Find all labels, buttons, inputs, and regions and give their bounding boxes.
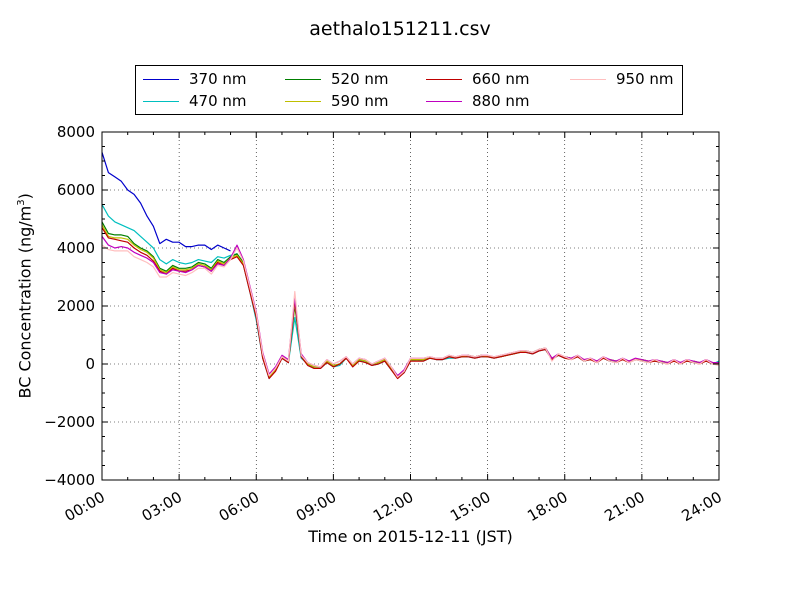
legend-label-590: 590 nm xyxy=(331,92,389,110)
legend-swatch-520 xyxy=(285,79,321,80)
legend-swatch-470 xyxy=(143,101,179,102)
tick-layer xyxy=(101,131,720,481)
x-tick-label: 21:00 xyxy=(601,488,647,525)
x-tick-label: 09:00 xyxy=(293,488,339,525)
x-tick-label: 15:00 xyxy=(447,488,493,525)
x-tick-label: 24:00 xyxy=(679,488,725,525)
legend-swatch-950 xyxy=(570,79,606,80)
x-tick-label: 00:00 xyxy=(62,488,108,525)
legend-label-520: 520 nm xyxy=(331,70,389,88)
y-tick-label: −2000 xyxy=(44,413,95,431)
y-tick-label: 6000 xyxy=(57,181,95,199)
legend-label-470: 470 nm xyxy=(189,92,247,110)
x-tick-label: 12:00 xyxy=(370,488,416,525)
legend-swatch-370 xyxy=(143,79,179,80)
legend-label-880: 880 nm xyxy=(472,92,530,110)
legend-label-660: 660 nm xyxy=(472,70,530,88)
y-axis-label-close: ) xyxy=(15,193,35,200)
y-tick-label: 2000 xyxy=(57,297,95,315)
x-axis-label: Time on 2015-12-11 (JST) xyxy=(308,527,513,546)
series-line-370-nm xyxy=(101,152,231,252)
chart-title: aethalo151211.csv xyxy=(309,18,491,40)
x-tick-label: 03:00 xyxy=(139,488,185,525)
series-line-660-nm xyxy=(101,227,719,380)
legend-swatch-590 xyxy=(285,101,321,102)
legend-swatch-660 xyxy=(426,79,462,80)
grid-layer xyxy=(102,132,719,480)
y-tick-label: 0 xyxy=(85,355,95,373)
legend-label-950: 950 nm xyxy=(616,70,674,88)
y-tick-label: 8000 xyxy=(57,123,95,141)
y-axis-label-superscript: 3 xyxy=(16,199,28,206)
y-axis-label-main: BC Concentration (ng/m xyxy=(15,205,35,399)
y-tick-label: 4000 xyxy=(57,239,95,257)
x-tick-label: 18:00 xyxy=(524,488,570,525)
series-layer xyxy=(101,152,720,380)
series-line-520-nm xyxy=(101,221,719,378)
y-tick-label: −4000 xyxy=(44,471,95,489)
legend: 370 nm 470 nm 520 nm 590 nm 660 nm 880 n… xyxy=(135,65,683,115)
legend-swatch-880 xyxy=(426,101,462,102)
y-axis-label: BC Concentration (ng/m3) xyxy=(15,193,35,399)
series-line-950-nm xyxy=(101,244,720,378)
tick-label-layer: 00:00 03:00 06:00 09:00 12:00 15:00 18:00 21:00… xyxy=(44,123,725,525)
legend-label-370: 370 nm xyxy=(189,70,247,88)
x-tick-label: 06:00 xyxy=(216,488,262,525)
